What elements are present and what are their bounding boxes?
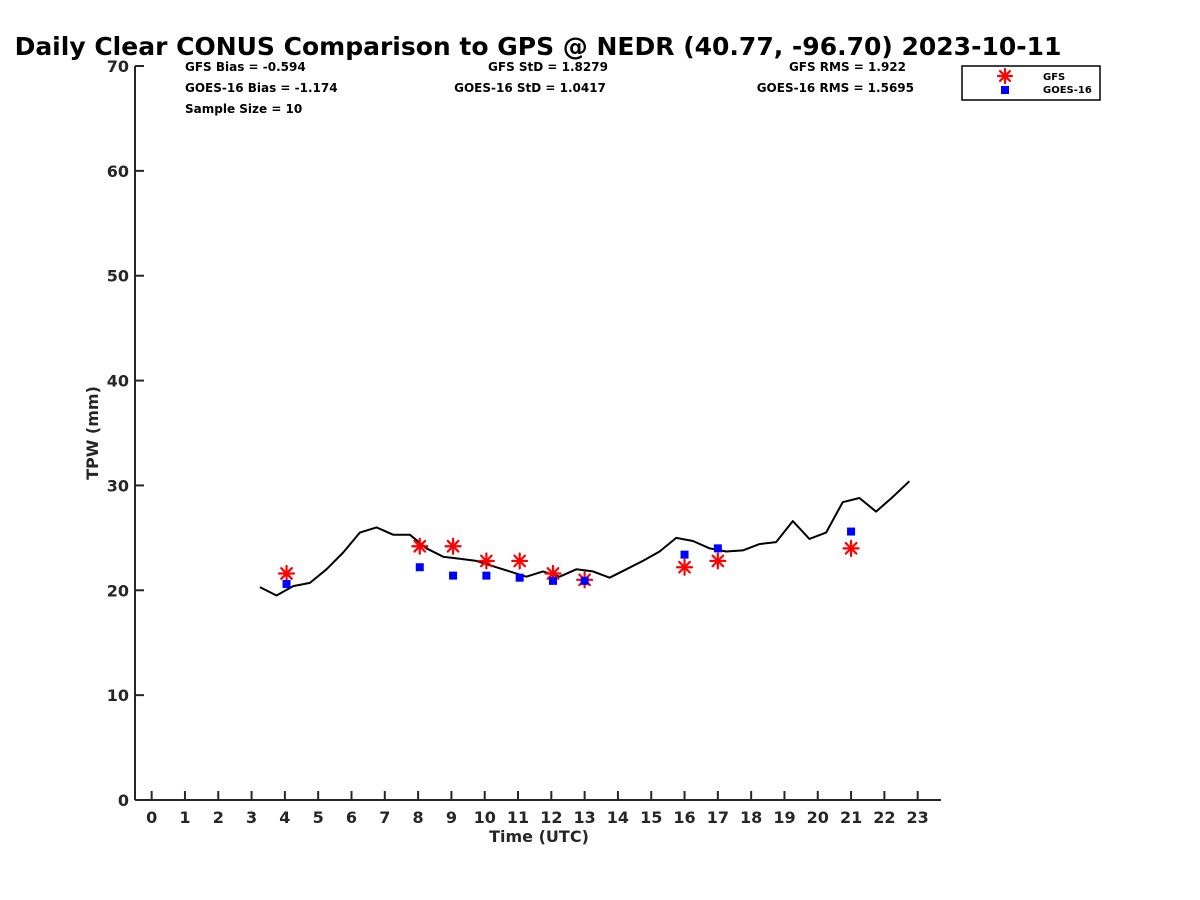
stat-gfs-bias: GFS Bias = -0.594 xyxy=(185,60,306,74)
goes-point xyxy=(282,579,291,588)
stat-gfs-rms: GFS RMS = 1.922 xyxy=(789,60,906,74)
x-axis-label: Time (UTC) xyxy=(489,827,589,846)
chart-title: Daily Clear CONUS Comparison to GPS @ NE… xyxy=(15,32,1062,61)
goes-point xyxy=(548,576,557,585)
x-tick-label: 18 xyxy=(740,808,762,827)
legend-box xyxy=(961,65,1101,101)
legend-goes-square xyxy=(1001,86,1009,94)
goes-point xyxy=(713,544,722,553)
y-tick-label: 70 xyxy=(107,57,129,76)
y-tick-label: 50 xyxy=(107,267,129,286)
y-tick-label: 30 xyxy=(107,476,129,495)
goes-point xyxy=(580,576,589,585)
stat-goes-bias: GOES-16 Bias = -1.174 xyxy=(185,81,338,95)
goes-point xyxy=(449,571,458,580)
x-tick-label: 19 xyxy=(773,808,795,827)
stat-goes-std: GOES-16 StD = 1.0417 xyxy=(454,81,606,95)
x-tick-label: 6 xyxy=(346,808,357,827)
goes-point xyxy=(515,573,524,582)
x-tick-label: 2 xyxy=(213,808,224,827)
legend: GFS GOES-16 xyxy=(961,65,1101,101)
x-tick-label: 3 xyxy=(246,808,257,827)
x-tick-label: 12 xyxy=(540,808,562,827)
y-tick-label: 40 xyxy=(107,372,129,391)
x-tick-label: 1 xyxy=(179,808,190,827)
x-tick-label: 21 xyxy=(840,808,862,827)
gps-line xyxy=(259,480,911,597)
x-tick-label: 17 xyxy=(707,808,729,827)
legend-gfs-asterisk xyxy=(996,67,1014,85)
gfs-point xyxy=(277,564,296,583)
stat-gfs-std: GFS StD = 1.8279 xyxy=(488,60,608,74)
stat-sample-size: Sample Size = 10 xyxy=(185,102,302,116)
gfs-point xyxy=(477,552,495,570)
y-tick-label: 10 xyxy=(107,686,129,705)
x-tick-label: 0 xyxy=(146,808,157,827)
y-tick-label: 0 xyxy=(118,791,129,810)
y-tick-label: 20 xyxy=(107,581,129,600)
legend-goes-marker xyxy=(1001,86,1009,94)
legend-gfs-label: GFS xyxy=(1043,72,1065,83)
x-tick-label: 11 xyxy=(507,808,529,827)
x-tick-label: 20 xyxy=(807,808,829,827)
x-tick-label: 4 xyxy=(279,808,290,827)
x-tick-label: 7 xyxy=(379,808,390,827)
data-marks xyxy=(259,480,911,597)
gfs-point xyxy=(675,558,694,576)
x-tick-label: 8 xyxy=(413,808,424,827)
gfs-point xyxy=(444,537,462,555)
x-tick-label: 15 xyxy=(640,808,662,827)
x-tick-label: 5 xyxy=(313,808,324,827)
gfs-point xyxy=(411,537,429,555)
legend-gfs-marker xyxy=(996,67,1014,85)
gfs-point xyxy=(842,539,860,557)
stat-goes-rms: GOES-16 RMS = 1.5695 xyxy=(757,81,914,95)
x-tick-label: 10 xyxy=(474,808,496,827)
x-tick-label: 16 xyxy=(673,808,695,827)
gfs-point xyxy=(511,552,529,570)
x-tick-label: 14 xyxy=(607,808,629,827)
gfs-point xyxy=(709,552,727,570)
x-tick-label: 13 xyxy=(573,808,595,827)
y-axis-label: TPW (mm) xyxy=(83,386,102,480)
x-tick-label: 9 xyxy=(446,808,457,827)
goes-point xyxy=(482,571,491,580)
y-tick-label: 60 xyxy=(107,162,129,181)
x-tick-label: 22 xyxy=(873,808,895,827)
x-tick-label: 23 xyxy=(907,808,929,827)
goes-point xyxy=(415,563,424,572)
goes-point xyxy=(680,550,689,559)
legend-goes-label: GOES-16 xyxy=(1043,85,1092,96)
goes-point xyxy=(847,527,856,536)
